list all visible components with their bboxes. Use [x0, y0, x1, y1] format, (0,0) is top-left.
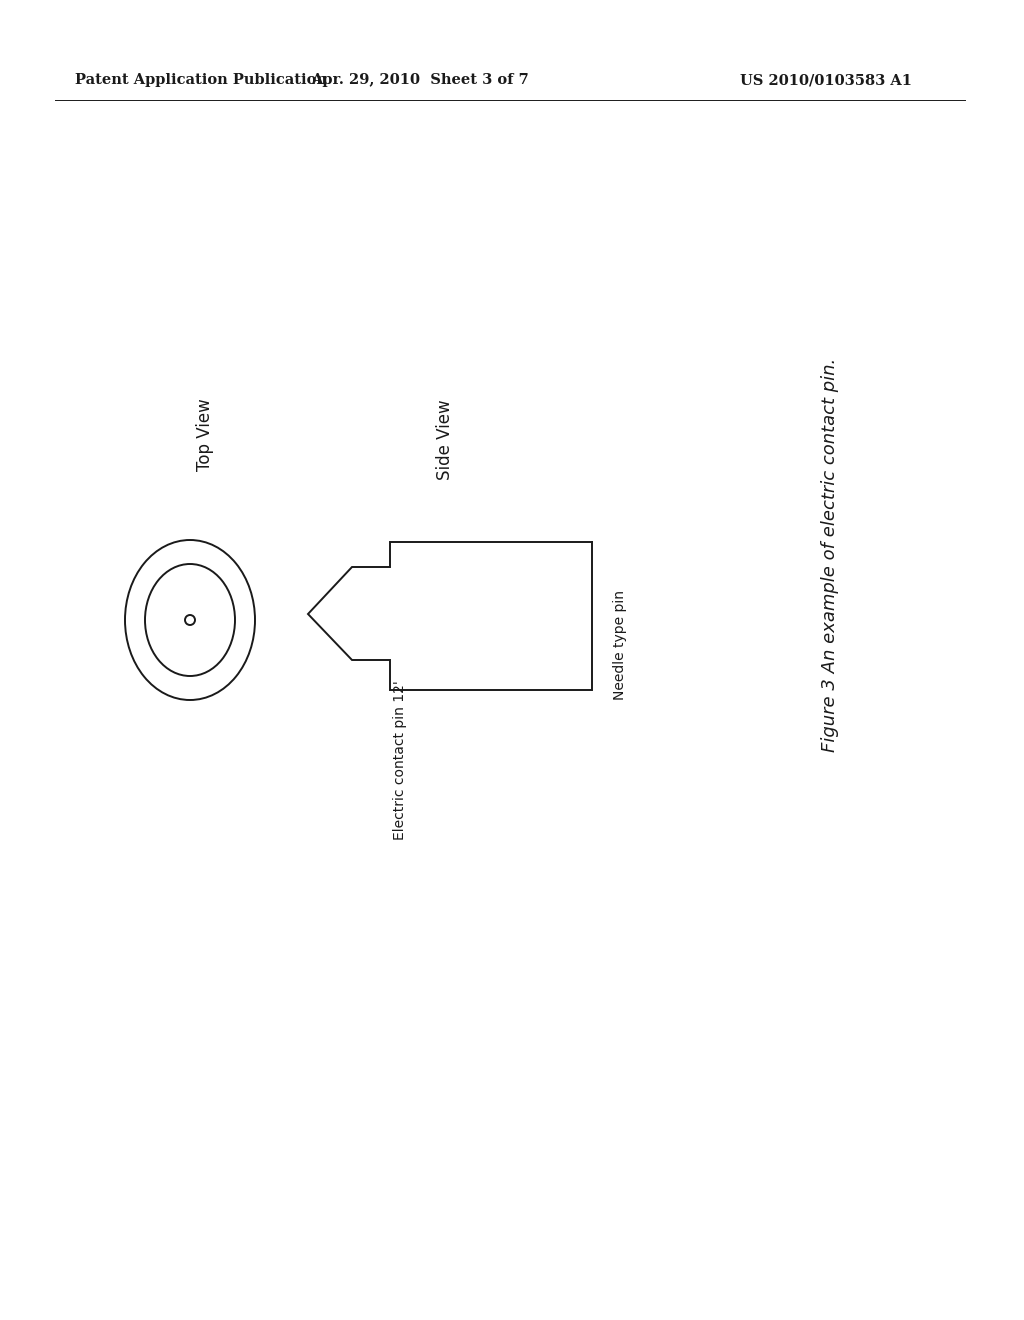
Text: Figure 3 An example of electric contact pin.: Figure 3 An example of electric contact …	[821, 358, 839, 752]
Text: Side View: Side View	[436, 400, 454, 480]
Text: Top View: Top View	[196, 399, 214, 471]
Text: US 2010/0103583 A1: US 2010/0103583 A1	[740, 73, 912, 87]
Text: Needle type pin: Needle type pin	[613, 590, 627, 700]
Text: Electric contact pin 12': Electric contact pin 12'	[393, 680, 407, 840]
Text: Apr. 29, 2010  Sheet 3 of 7: Apr. 29, 2010 Sheet 3 of 7	[311, 73, 528, 87]
Text: Patent Application Publication: Patent Application Publication	[75, 73, 327, 87]
